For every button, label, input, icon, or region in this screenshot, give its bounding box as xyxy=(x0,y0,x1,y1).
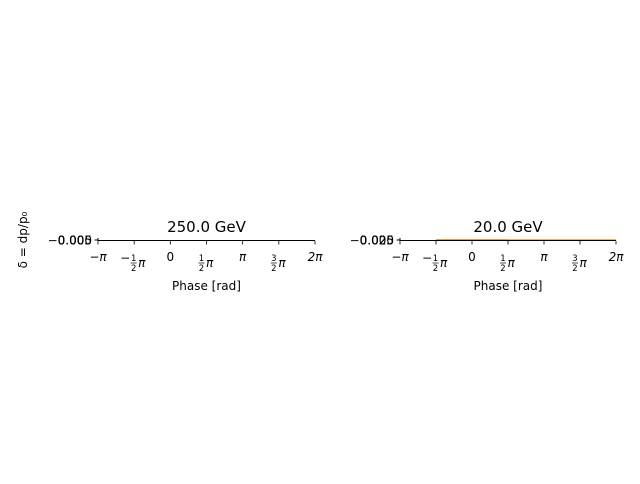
tick-numerator: 1 xyxy=(131,254,136,264)
tick-denominator: 2 xyxy=(572,264,577,274)
tick-text: 0 xyxy=(167,250,175,264)
x-tick-label-5: π xyxy=(239,250,247,264)
chart-title: 20.0 GeV xyxy=(473,218,543,236)
chart-title: 250.0 GeV xyxy=(167,218,247,236)
tick-numerator: 3 xyxy=(271,254,276,264)
tick-text: −π xyxy=(89,250,107,264)
x-tick-label-7: 2π xyxy=(308,250,324,264)
tick-text: π xyxy=(540,250,548,264)
x-tick-label-6: 32 π xyxy=(270,254,286,274)
tick-denominator: 2 xyxy=(199,264,204,274)
tick-sign: − xyxy=(422,251,432,265)
tick-suffix: π xyxy=(278,256,286,270)
tick-numerator: 3 xyxy=(572,254,577,264)
y-tick-label-3: 0.005 xyxy=(58,234,92,248)
tick-denominator: 2 xyxy=(433,264,438,274)
x-tick-label-2: −12 π xyxy=(120,251,146,274)
x-axis-label: Phase [rad] xyxy=(172,279,241,293)
tick-suffix: π xyxy=(138,256,146,270)
x-tick-label-1: −π xyxy=(89,250,107,264)
tick-numerator: 1 xyxy=(500,254,505,264)
tick-sign: − xyxy=(120,251,130,265)
tick-text: π xyxy=(239,250,247,264)
x-tick-label-4: 12 π xyxy=(500,254,516,274)
x-tick-label-5: π xyxy=(540,250,548,264)
y-axis-label: δ = dp/p₀ xyxy=(16,211,30,268)
tick-suffix: π xyxy=(580,256,588,270)
x-tick-label-1: −π xyxy=(391,250,409,264)
tick-suffix: π xyxy=(508,256,516,270)
x-tick-label-7: 2π xyxy=(609,250,625,264)
tick-text: 2π xyxy=(609,250,625,264)
tick-denominator: 2 xyxy=(271,264,276,274)
y-tick-label-1: −0.025 xyxy=(350,234,394,248)
y-tick-label-3: 0.025 xyxy=(360,234,394,248)
tick-denominator: 2 xyxy=(500,264,505,274)
y-tick-label-2: 0.000 xyxy=(360,234,394,248)
tick-suffix: π xyxy=(206,256,214,270)
tick-text: 2π xyxy=(308,250,324,264)
tick-numerator: 1 xyxy=(199,254,204,264)
x-tick-label-3: 0 xyxy=(167,250,175,264)
x-tick-label-2: −12 π xyxy=(422,251,448,274)
y-tick-label-1: −0.005 xyxy=(48,234,92,248)
tick-text: −π xyxy=(391,250,409,264)
x-tick-label-4: 12 π xyxy=(198,254,214,274)
x-tick-label-6: 32 π xyxy=(572,254,588,274)
tick-suffix: π xyxy=(440,256,448,270)
tick-text: 0 xyxy=(468,250,476,264)
tick-numerator: 1 xyxy=(433,254,438,264)
y-tick-label-2: 0.000 xyxy=(58,234,92,248)
tick-denominator: 2 xyxy=(131,264,136,274)
x-tick-label-3: 0 xyxy=(468,250,476,264)
x-axis-label: Phase [rad] xyxy=(474,279,543,293)
